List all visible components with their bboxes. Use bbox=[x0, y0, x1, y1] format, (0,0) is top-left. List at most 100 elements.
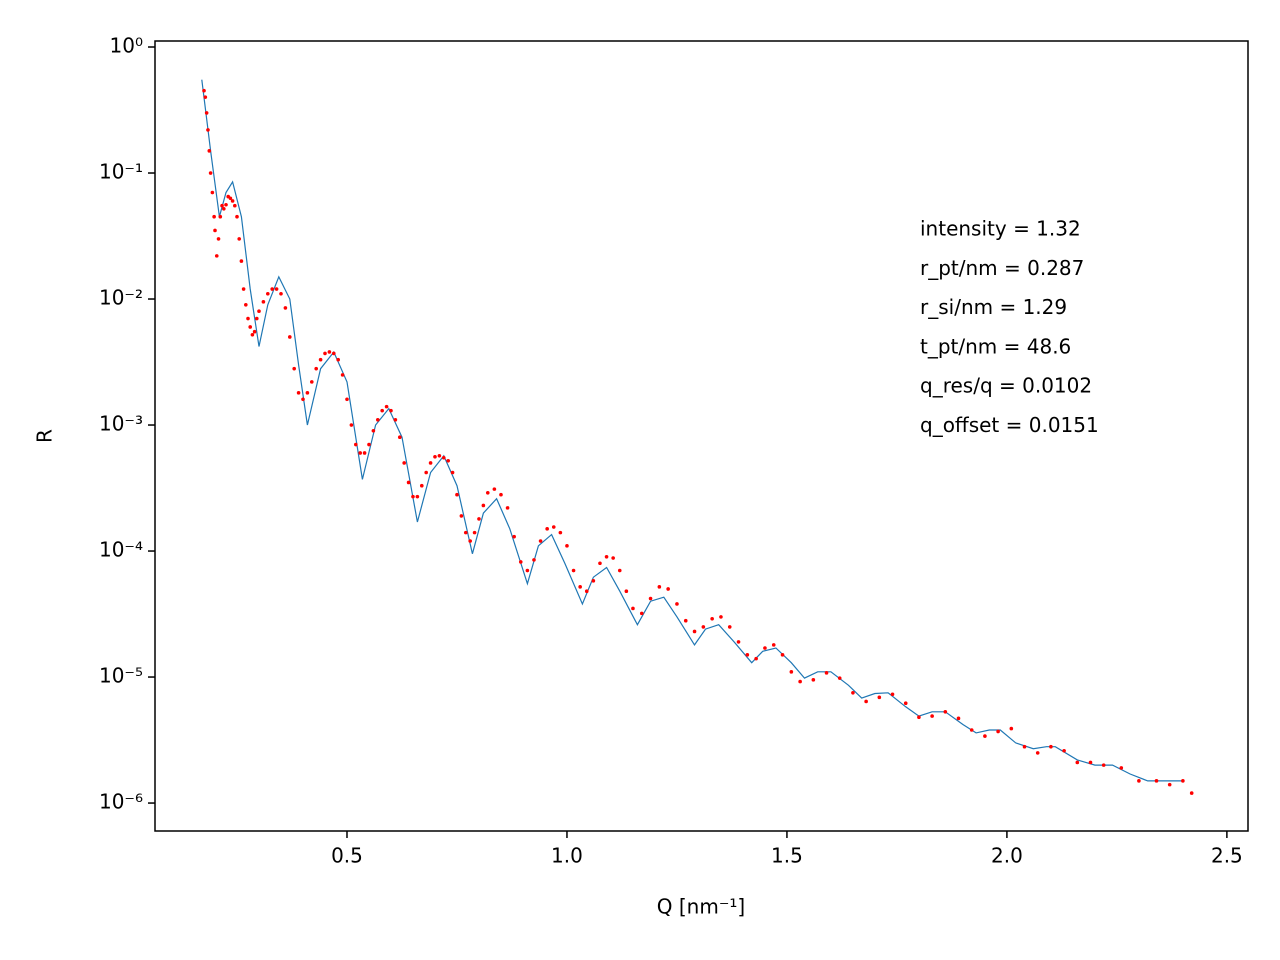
data-point bbox=[851, 690, 855, 695]
data-point bbox=[631, 606, 635, 611]
data-point bbox=[1189, 791, 1194, 795]
data-point bbox=[301, 397, 305, 402]
data-point bbox=[648, 596, 653, 601]
y-tick-label: 10⁻⁵ bbox=[99, 664, 143, 688]
data-point bbox=[250, 333, 255, 337]
data-point bbox=[956, 716, 961, 721]
data-point bbox=[710, 616, 714, 621]
data-point bbox=[565, 544, 569, 548]
data-point bbox=[903, 701, 908, 705]
data-point bbox=[719, 615, 723, 619]
data-point bbox=[468, 539, 472, 543]
data-point bbox=[411, 494, 415, 499]
data-point bbox=[224, 202, 228, 207]
data-point bbox=[353, 442, 358, 447]
data-point bbox=[239, 259, 244, 263]
data-point bbox=[1088, 760, 1093, 765]
data-point bbox=[367, 442, 371, 447]
data-point bbox=[763, 646, 767, 650]
data-point bbox=[274, 287, 279, 291]
data-point bbox=[450, 470, 455, 475]
data-point bbox=[441, 455, 446, 460]
data-point bbox=[657, 585, 662, 589]
data-point bbox=[525, 568, 530, 573]
data-point bbox=[1035, 751, 1040, 755]
data-point bbox=[331, 351, 336, 356]
data-point bbox=[230, 199, 235, 203]
y-tick-label: 10⁻⁶ bbox=[99, 790, 143, 814]
data-point bbox=[545, 527, 549, 531]
data-point bbox=[1062, 748, 1066, 753]
data-point bbox=[477, 517, 481, 521]
data-point bbox=[255, 316, 259, 321]
annotation: q_offset = 0.0151 bbox=[920, 413, 1099, 437]
data-point bbox=[314, 366, 318, 371]
data-point bbox=[481, 503, 486, 508]
data-point bbox=[371, 428, 376, 433]
annotation: intensity = 1.32 bbox=[920, 217, 1081, 241]
data-point bbox=[214, 254, 219, 258]
data-point bbox=[204, 111, 209, 115]
data-point bbox=[745, 653, 750, 657]
data-point bbox=[358, 451, 362, 455]
data-point bbox=[598, 561, 602, 566]
y-tick-label: 10⁻² bbox=[99, 286, 143, 310]
data-point bbox=[611, 556, 615, 560]
x-tick-label: 2.0 bbox=[991, 844, 1023, 868]
data-point bbox=[1154, 779, 1159, 783]
data-point bbox=[551, 525, 556, 529]
data-point bbox=[419, 483, 424, 488]
data-point bbox=[1049, 744, 1053, 749]
data-point bbox=[283, 306, 288, 310]
y-tick-label: 10⁻⁴ bbox=[99, 538, 143, 562]
data-point bbox=[538, 539, 543, 543]
data-point bbox=[639, 611, 644, 616]
data-point bbox=[406, 480, 411, 485]
data-point bbox=[996, 729, 1000, 734]
data-point bbox=[864, 699, 868, 704]
data-point bbox=[824, 671, 829, 675]
data-point bbox=[1009, 726, 1014, 731]
data-point bbox=[208, 171, 213, 175]
data-point bbox=[1181, 779, 1185, 783]
plot-frame bbox=[154, 40, 1249, 832]
data-point bbox=[292, 366, 296, 371]
data-point bbox=[279, 292, 283, 296]
y-tick-label: 10⁻¹ bbox=[99, 160, 143, 184]
data-point bbox=[428, 461, 433, 465]
data-point bbox=[220, 203, 224, 208]
data-point bbox=[437, 453, 442, 458]
data-point bbox=[532, 558, 536, 562]
fit-line bbox=[201, 79, 1183, 782]
data-point bbox=[943, 709, 948, 714]
data-point bbox=[336, 357, 340, 362]
data-point bbox=[969, 728, 974, 732]
data-point bbox=[492, 487, 497, 491]
x-axis-label: Q [nm⁻¹] bbox=[657, 895, 745, 919]
data-point bbox=[505, 506, 510, 510]
data-point bbox=[683, 618, 688, 623]
annotation: t_pt/nm = 48.6 bbox=[920, 334, 1071, 358]
data-point bbox=[499, 492, 503, 497]
data-point bbox=[384, 404, 389, 409]
data-point bbox=[305, 391, 310, 395]
data-point bbox=[216, 237, 221, 241]
data-point bbox=[213, 228, 217, 233]
data-point bbox=[701, 625, 706, 629]
data-point bbox=[318, 357, 323, 362]
data-point bbox=[811, 678, 816, 682]
data-point bbox=[266, 292, 270, 296]
data-point bbox=[604, 554, 609, 559]
data-point bbox=[340, 373, 345, 377]
x-tick-label: 2.5 bbox=[1211, 844, 1243, 868]
data-point bbox=[212, 214, 216, 219]
data-point bbox=[244, 302, 248, 307]
y-axis-label: R bbox=[33, 429, 57, 443]
data-point bbox=[930, 714, 934, 718]
data-point bbox=[1167, 782, 1172, 787]
y-tick-label: 10⁻³ bbox=[99, 412, 143, 436]
data-point bbox=[571, 568, 576, 573]
data-point bbox=[222, 206, 226, 211]
data-point bbox=[397, 435, 402, 440]
data-point bbox=[512, 534, 516, 539]
